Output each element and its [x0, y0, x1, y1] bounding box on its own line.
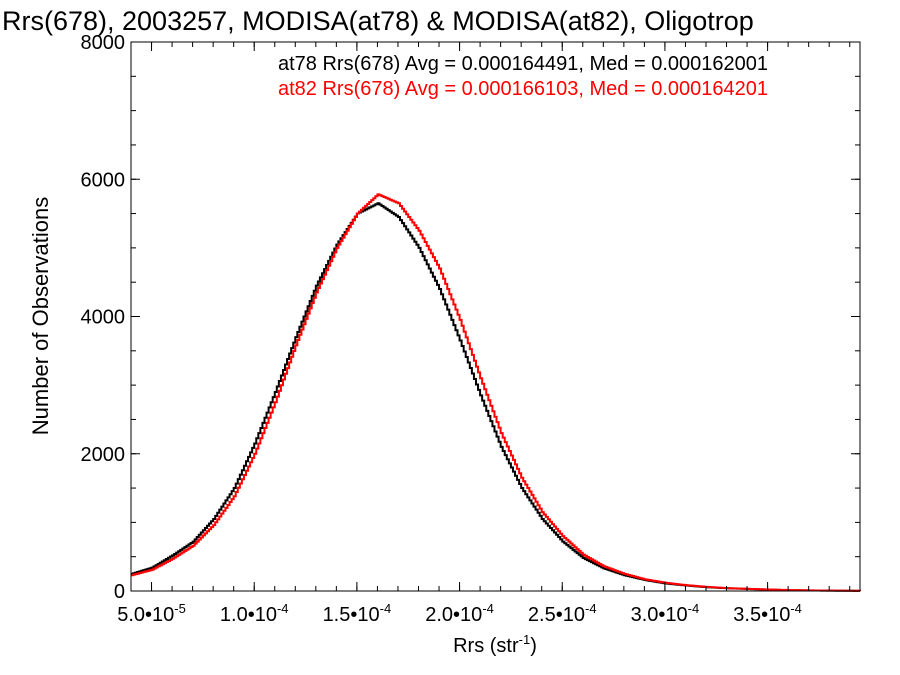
x-axis-label: Rrs (str-1) — [453, 632, 537, 657]
y-tick-label: 4000 — [81, 307, 126, 329]
chart-title: Rrs(678), 2003257, MODISA(at78) & MODISA… — [2, 6, 754, 36]
y-tick-label: 6000 — [81, 169, 126, 191]
y-tick-label: 2000 — [81, 444, 126, 466]
y-axis-label: Number of Observations — [28, 197, 53, 435]
x-axis-label-close: ) — [530, 635, 537, 657]
stats-line-1: at82 Rrs(678) Avg = 0.000166103, Med = 0… — [278, 78, 768, 100]
axes-layer: 0 2000 4000 6000 8000 5.0•10-5 1.0•10-4 1.5•10-… — [81, 32, 860, 626]
x-axis-label-exponent: -1 — [519, 632, 531, 647]
stats-line-0: at78 Rrs(678) Avg = 0.000164491, Med = 0… — [278, 53, 768, 75]
x-tick-label: 2.5•10-4 — [528, 601, 597, 626]
stats-legend: at78 Rrs(678) Avg = 0.000164491, Med = 0… — [278, 53, 768, 100]
x-tick-label: 1.5•10-4 — [323, 601, 392, 626]
x-tick-label: 1.0•10-4 — [220, 601, 289, 626]
y-tick-label: 0 — [114, 581, 125, 603]
series-layer — [131, 193, 861, 592]
histogram-series-1 — [131, 193, 861, 592]
plot-frame — [130, 41, 861, 592]
y-tick-label: 8000 — [81, 32, 126, 54]
x-axis-label-text: Rrs (str — [453, 635, 519, 657]
histogram-series-0 — [131, 202, 861, 592]
x-tick-label: 5.0•10-5 — [117, 601, 186, 626]
x-tick-label: 3.0•10-4 — [631, 601, 700, 626]
x-tick-label: 3.5•10-4 — [733, 601, 802, 626]
x-tick-label: 2.0•10-4 — [425, 601, 494, 626]
